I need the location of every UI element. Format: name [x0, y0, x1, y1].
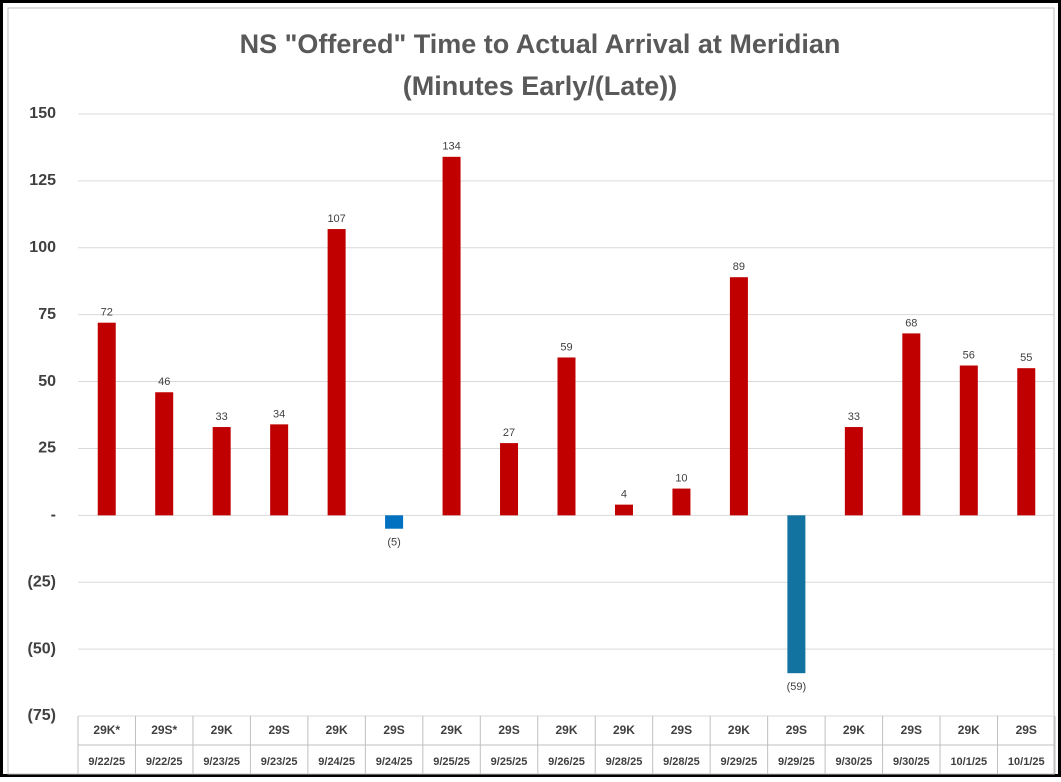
y-tick-label: 25	[38, 440, 56, 457]
x-tick-label: 29K	[555, 723, 577, 737]
data-label: 107	[327, 213, 345, 225]
bar	[442, 156, 461, 516]
data-label: 33	[216, 411, 228, 423]
x-tick-label: 29S	[671, 723, 692, 737]
bar	[1017, 368, 1036, 516]
x-date-label: 10/1/25	[1008, 756, 1045, 768]
x-date-label: 9/23/25	[261, 756, 298, 768]
data-label: 34	[273, 408, 285, 420]
x-date-label: 9/28/25	[606, 756, 643, 768]
data-label: 59	[560, 341, 572, 353]
x-date-label: 9/29/25	[778, 756, 815, 768]
x-tick-label: 29K	[958, 723, 980, 737]
bar	[385, 515, 404, 529]
data-label: 33	[848, 411, 860, 423]
bar	[672, 488, 691, 516]
x-tick-label: 29S	[786, 723, 807, 737]
bar	[270, 424, 289, 516]
bar	[614, 504, 633, 516]
bar	[729, 277, 748, 516]
data-label: 55	[1020, 352, 1032, 364]
x-tick-label: 29S	[383, 723, 404, 737]
data-label: (59)	[787, 681, 807, 693]
bar	[902, 333, 921, 516]
y-tick-label: 50	[38, 373, 56, 390]
chart-subtitle: (Minutes Early/(Late))	[403, 71, 678, 101]
x-tick-label: 29S*	[151, 723, 177, 737]
data-label: 27	[503, 427, 515, 439]
data-label: 72	[101, 307, 113, 319]
x-tick-label: 29S	[268, 723, 289, 737]
y-tick-label: 100	[29, 239, 56, 256]
x-tick-label: 29K	[326, 723, 348, 737]
bar	[844, 427, 863, 516]
x-date-label: 9/30/25	[893, 756, 930, 768]
y-tick-label: 150	[29, 105, 56, 122]
data-label: 4	[621, 489, 627, 501]
bar	[500, 443, 519, 516]
y-tick-label: 125	[29, 172, 56, 189]
x-date-label: 9/25/25	[491, 756, 528, 768]
x-date-label: 9/24/25	[376, 756, 413, 768]
data-label: 10	[675, 472, 687, 484]
bar	[97, 322, 116, 516]
bar	[557, 357, 576, 516]
chart-title: NS "Offered" Time to Actual Arrival at M…	[240, 29, 841, 59]
x-date-label: 9/24/25	[318, 756, 355, 768]
x-tick-label: 29S	[1016, 723, 1037, 737]
x-date-label: 9/25/25	[433, 756, 470, 768]
x-tick-label: 29S	[901, 723, 922, 737]
bar	[327, 229, 346, 516]
data-label: 56	[963, 349, 975, 361]
bar	[787, 515, 806, 674]
x-tick-label: 29K	[613, 723, 635, 737]
y-tick-label: (75)	[28, 707, 56, 724]
x-date-label: 9/26/25	[548, 756, 585, 768]
x-tick-label: 29S	[498, 723, 519, 737]
x-tick-label: 29K	[211, 723, 233, 737]
bar	[155, 392, 174, 516]
x-date-label: 9/22/25	[146, 756, 183, 768]
x-date-label: 9/23/25	[203, 756, 240, 768]
data-label: 46	[158, 376, 170, 388]
bar	[212, 427, 231, 516]
data-label: 68	[905, 317, 917, 329]
data-label: 89	[733, 261, 745, 273]
y-tick-label: (25)	[28, 573, 56, 590]
x-tick-label: 29K*	[93, 723, 120, 737]
bar	[959, 365, 978, 516]
y-tick-label: 75	[38, 306, 56, 323]
data-label: (5)	[387, 537, 400, 549]
x-tick-label: 29K	[728, 723, 750, 737]
x-date-label: 10/1/25	[950, 756, 987, 768]
y-tick-label: -	[51, 507, 56, 524]
x-date-label: 9/28/25	[663, 756, 700, 768]
data-label: 134	[442, 141, 460, 153]
y-tick-label: (50)	[28, 640, 56, 657]
x-tick-label: 29K	[441, 723, 463, 737]
x-date-label: 9/22/25	[88, 756, 125, 768]
x-date-label: 9/29/25	[721, 756, 758, 768]
x-tick-label: 29K	[843, 723, 865, 737]
x-date-label: 9/30/25	[836, 756, 873, 768]
